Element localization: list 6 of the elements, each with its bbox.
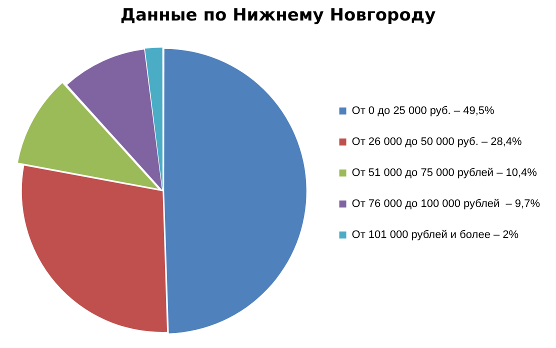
legend-label: От 76 000 до 100 000 рублей – 9,7% [352,198,540,210]
legend-label: От 26 000 до 50 000 руб. – 28,4% [352,136,522,148]
legend-label: От 51 000 до 75 000 рублей – 10,4% [352,167,538,180]
chart-title: Данные по Нижнему Новгороду [120,6,436,26]
legend-label: От 101 000 рублей и более – 2% [352,229,519,242]
legend-label: От 0 до 25 000 руб. – 49,5% [352,105,495,118]
